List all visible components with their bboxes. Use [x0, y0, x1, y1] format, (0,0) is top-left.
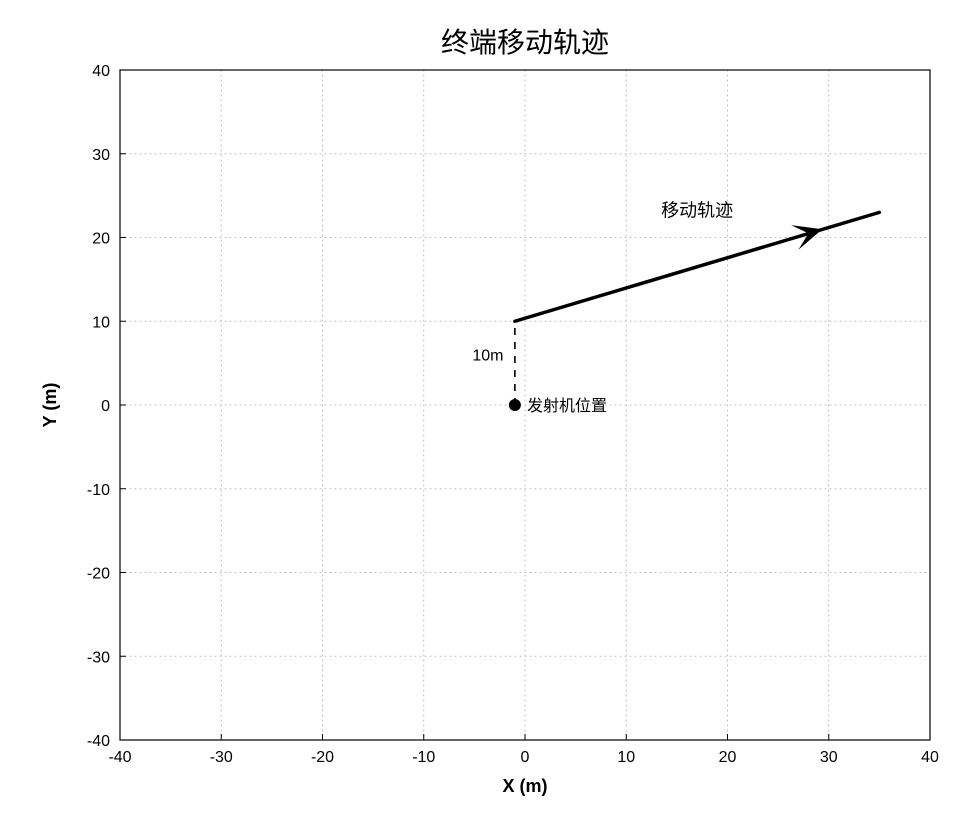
- svg-text:-30: -30: [210, 749, 233, 766]
- svg-text:30: 30: [92, 147, 110, 164]
- svg-text:-20: -20: [87, 566, 110, 583]
- svg-text:10: 10: [617, 749, 635, 766]
- svg-text:20: 20: [92, 231, 110, 248]
- transmitter-marker: [509, 399, 521, 411]
- svg-text:0: 0: [101, 398, 110, 415]
- trajectory-label: 移动轨迹: [661, 201, 733, 221]
- chart-title: 终端移动轨迹: [441, 27, 609, 58]
- svg-text:40: 40: [92, 63, 110, 80]
- transmitter-label: 发射机位置: [527, 397, 607, 415]
- trajectory-chart: -40 -30 -20 -10 0 10 20 30 40 -40 -30 -20 -10 0 10 20 30…: [0, 0, 969, 817]
- svg-text:-40: -40: [87, 733, 110, 750]
- x-axis-label: X (m): [503, 776, 548, 796]
- svg-text:20: 20: [719, 749, 737, 766]
- svg-text:40: 40: [921, 749, 939, 766]
- svg-text:10: 10: [92, 314, 110, 331]
- svg-text:-10: -10: [87, 482, 110, 499]
- svg-text:-20: -20: [311, 749, 334, 766]
- svg-text:-40: -40: [108, 749, 131, 766]
- svg-text:0: 0: [521, 749, 530, 766]
- y-axis-label: Y (m): [40, 383, 60, 428]
- svg-text:-30: -30: [87, 649, 110, 666]
- distance-label: 10m: [472, 348, 503, 365]
- svg-text:-10: -10: [412, 749, 435, 766]
- svg-text:30: 30: [820, 749, 838, 766]
